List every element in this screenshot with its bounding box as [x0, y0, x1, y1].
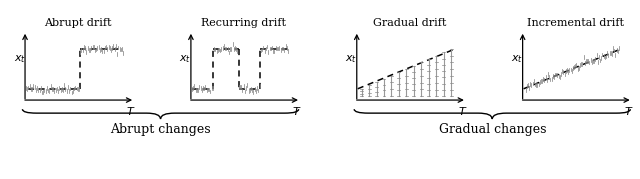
Title: Gradual drift: Gradual drift [372, 18, 446, 28]
Text: $x_t$: $x_t$ [13, 53, 26, 65]
Text: Abrupt changes: Abrupt changes [110, 123, 211, 136]
Title: Incremental drift: Incremental drift [527, 18, 624, 28]
Text: $x_t$: $x_t$ [179, 53, 191, 65]
Title: Abrupt drift: Abrupt drift [44, 18, 111, 28]
Text: $T$: $T$ [458, 105, 468, 117]
Text: $T$: $T$ [292, 105, 302, 117]
Text: $x_t$: $x_t$ [346, 53, 358, 65]
Text: $x_t$: $x_t$ [511, 53, 524, 65]
Text: $T$: $T$ [126, 105, 136, 117]
Title: Recurring drift: Recurring drift [201, 18, 286, 28]
Text: Gradual changes: Gradual changes [438, 123, 546, 136]
Text: $T$: $T$ [624, 105, 634, 117]
